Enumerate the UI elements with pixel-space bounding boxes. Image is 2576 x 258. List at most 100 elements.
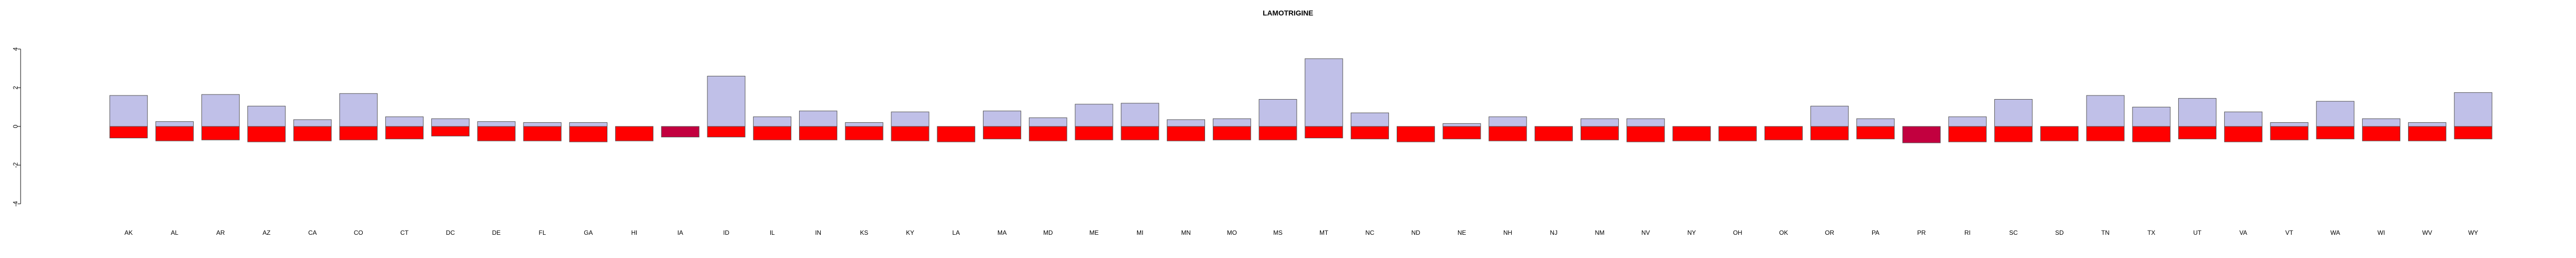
x-tick-label-dc: DC <box>446 229 455 236</box>
bar-lower-nd <box>1396 126 1435 142</box>
bar-lower-co <box>339 126 378 140</box>
bar-lower-dc <box>431 126 470 137</box>
x-tick-label-nh: NH <box>1503 229 1512 236</box>
bar-upper-al <box>155 121 194 127</box>
x-tick-label-ok: OK <box>1779 229 1788 236</box>
bar-upper-ca <box>293 119 332 127</box>
bar-lower-ut <box>2178 126 2217 139</box>
bar-upper-de <box>477 121 516 127</box>
bar-upper-id <box>707 76 745 127</box>
x-tick-label-il: IL <box>770 229 775 236</box>
x-tick-label-wa: WA <box>2330 229 2340 236</box>
y-tick-label: 0 <box>12 124 19 128</box>
x-tick-label-ct: CT <box>400 229 409 236</box>
bar-upper-nm <box>1580 118 1619 127</box>
bar-lower-de <box>477 126 516 141</box>
x-tick-label-nc: NC <box>1365 229 1375 236</box>
bar-upper-me <box>1075 104 1113 127</box>
bar-lower-nm <box>1580 126 1619 140</box>
bar-lower-il <box>753 126 791 140</box>
bar-upper-dc <box>431 118 470 127</box>
x-tick-label-co: CO <box>354 229 363 236</box>
bar-lower-tx <box>2132 126 2171 142</box>
x-tick-label-or: OR <box>1825 229 1834 236</box>
bar-lower-ok <box>1764 126 1803 140</box>
y-tick-label: -4 <box>12 201 19 206</box>
bar-upper-mo <box>1213 118 1251 127</box>
bar-lower-sd <box>2040 126 2079 141</box>
bar-upper-ct <box>385 116 424 127</box>
bar-upper-nh <box>1488 116 1527 127</box>
x-tick-label-mn: MN <box>1181 229 1191 236</box>
x-tick-label-wi: WI <box>2378 229 2385 236</box>
x-tick-label-id: ID <box>723 229 730 236</box>
bar-lower-pa <box>1856 126 1895 139</box>
bar-upper-nc <box>1350 112 1389 127</box>
bar-lower-ks <box>845 126 884 140</box>
bar-upper-il <box>753 116 791 127</box>
x-tick-label-pr: PR <box>1917 229 1926 236</box>
bar-lower-nc <box>1350 126 1389 139</box>
x-tick-label-md: MD <box>1043 229 1053 236</box>
bar-lower-pr <box>1902 126 1941 143</box>
x-tick-label-ny: NY <box>1687 229 1696 236</box>
bar-lower-mo <box>1213 126 1251 140</box>
bar-lower-wi <box>2362 126 2401 141</box>
bar-lower-hi <box>615 126 654 141</box>
bar-lower-va <box>2224 126 2263 142</box>
x-tick-label-sd: SD <box>2055 229 2064 236</box>
bar-upper-nv <box>1626 118 1665 127</box>
x-tick-label-ga: GA <box>584 229 592 236</box>
x-tick-label-me: ME <box>1089 229 1098 236</box>
bar-upper-md <box>1029 117 1067 127</box>
x-tick-label-pa: PA <box>1872 229 1879 236</box>
bar-lower-mn <box>1166 126 1206 141</box>
bar-lower-ne <box>1443 126 1481 139</box>
x-tick-label-mi: MI <box>1137 229 1143 236</box>
bar-upper-tx <box>2132 107 2171 127</box>
bar-lower-ar <box>201 126 240 140</box>
bar-upper-sc <box>1994 99 2033 127</box>
bar-upper-in <box>799 110 838 127</box>
x-tick-label-mt: MT <box>1319 229 1329 236</box>
bar-upper-va <box>2224 111 2263 127</box>
x-tick-label-oh: OH <box>1733 229 1742 236</box>
bar-lower-mt <box>1304 126 1343 138</box>
bar-group <box>109 58 2493 143</box>
x-tick-label-sc: SC <box>2009 229 2018 236</box>
x-tick-label-ca: CA <box>308 229 317 236</box>
x-tick-label-ar: AR <box>216 229 225 236</box>
bar-lower-wy <box>2454 126 2493 139</box>
bar-upper-ks <box>845 122 884 127</box>
x-tick-label-vt: VT <box>2285 229 2294 236</box>
bar-upper-ga <box>569 122 608 127</box>
bar-lower-ca <box>293 126 332 141</box>
x-tick-label-hi: HI <box>631 229 637 236</box>
bar-lower-wa <box>2316 126 2354 139</box>
bar-upper-az <box>247 106 286 127</box>
y-axis: 4 2 0 -2 -4 <box>12 47 21 206</box>
bar-lower-mi <box>1121 126 1159 140</box>
bar-lower-ny <box>1672 126 1711 141</box>
bar-upper-ma <box>982 110 1022 127</box>
bar-lower-ga <box>569 126 608 142</box>
y-tick-label: -2 <box>12 162 19 168</box>
x-tick-label-mo: MO <box>1227 229 1236 236</box>
x-tick-label-ia: IA <box>677 229 683 236</box>
bar-upper-wi <box>2362 118 2401 127</box>
bar-lower-wv <box>2408 126 2447 141</box>
bar-upper-ar <box>201 94 240 127</box>
bar-upper-mt <box>1304 58 1343 127</box>
bar-upper-fl <box>523 122 562 127</box>
x-tick-label-la: LA <box>952 229 960 236</box>
x-tick-label-nj: NJ <box>1550 229 1557 236</box>
bar-lower-nh <box>1488 126 1527 141</box>
x-tick-label-ky: KY <box>906 229 914 236</box>
x-tick-label-tn: TN <box>2102 229 2110 236</box>
x-tick-label-nv: NV <box>1641 229 1650 236</box>
bar-upper-ms <box>1259 99 1297 127</box>
x-tick-label-ms: MS <box>1273 229 1282 236</box>
x-tick-label-de: DE <box>492 229 501 236</box>
bar-lower-az <box>247 126 286 142</box>
